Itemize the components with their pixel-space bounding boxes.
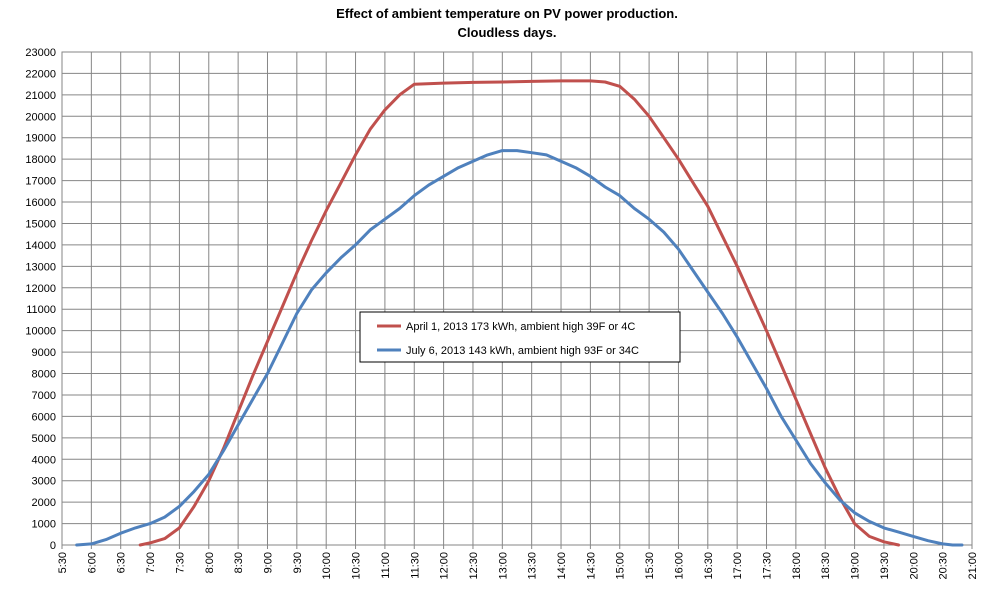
x-tick-label: 17:00 bbox=[732, 552, 744, 580]
y-tick-label: 2000 bbox=[32, 497, 56, 509]
legend-label-april: April 1, 2013 173 kWh, ambient high 39F … bbox=[406, 321, 635, 333]
series-layer bbox=[75, 79, 964, 547]
y-tick-label: 15000 bbox=[25, 218, 56, 230]
y-tick-label: 7000 bbox=[32, 390, 56, 402]
x-tick-label: 8:00 bbox=[204, 552, 216, 573]
legend: April 1, 2013 173 kWh, ambient high 39F … bbox=[359, 311, 681, 363]
x-tick-label: 19:00 bbox=[850, 552, 862, 580]
x-tick-label: 17:30 bbox=[762, 552, 774, 580]
y-tick-label: 14000 bbox=[25, 240, 56, 252]
y-tick-label: 17000 bbox=[25, 176, 56, 188]
y-tick-label: 13000 bbox=[25, 261, 56, 273]
x-tick-label: 18:00 bbox=[791, 552, 803, 580]
y-tick-label: 19000 bbox=[25, 133, 56, 145]
x-tick-label: 18:30 bbox=[820, 552, 832, 580]
y-axis-tick-labels: 0 1000 2000 3000 4000 5000 6000 7000 8000 9000 100… bbox=[25, 47, 56, 552]
y-tick-label: 3000 bbox=[32, 476, 56, 488]
x-tick-label: 9:30 bbox=[292, 552, 304, 573]
y-tick-label: 12000 bbox=[25, 283, 56, 295]
x-tick-label: 13:30 bbox=[527, 552, 539, 580]
y-tick-label: 23000 bbox=[25, 47, 56, 59]
x-tick-label: 21:00 bbox=[967, 552, 979, 580]
y-tick-label: 22000 bbox=[25, 68, 56, 80]
x-tick-label: 12:30 bbox=[468, 552, 480, 580]
y-tick-label: 16000 bbox=[25, 197, 56, 209]
x-tick-label: 20:30 bbox=[938, 552, 950, 580]
x-axis-tick-labels: 5:30 6:00 6:30 7:00 7:30 8:00 8:30 9:00 9:30 10:0… bbox=[57, 545, 979, 580]
x-tick-label: 19:30 bbox=[879, 552, 891, 580]
y-tick-label: 11000 bbox=[26, 304, 56, 316]
x-tick-label: 14:00 bbox=[556, 552, 568, 580]
y-tick-label: 5000 bbox=[32, 433, 56, 445]
x-tick-label: 6:30 bbox=[116, 552, 128, 573]
x-tick-label: 10:30 bbox=[351, 552, 363, 580]
x-tick-label: 6:00 bbox=[86, 552, 98, 573]
y-tick-label: 18000 bbox=[25, 154, 56, 166]
series-line-april-1-2013 bbox=[138, 79, 901, 547]
legend-box bbox=[359, 311, 681, 363]
x-tick-label: 15:30 bbox=[644, 552, 656, 580]
x-tick-label: 16:00 bbox=[673, 552, 685, 580]
plot-area-border bbox=[61, 51, 973, 546]
y-tick-label: 21000 bbox=[25, 90, 56, 102]
x-tick-label: 9:00 bbox=[262, 552, 274, 573]
x-tick-label: 5:30 bbox=[57, 552, 69, 573]
y-tick-label: 8000 bbox=[32, 369, 56, 381]
y-tick-label: 9000 bbox=[32, 347, 56, 359]
y-tick-label: 1000 bbox=[32, 519, 56, 531]
y-tick-label: 10000 bbox=[25, 326, 56, 338]
chart-title: Effect of ambient temperature on PV powe… bbox=[336, 6, 678, 21]
x-tick-label: 16:30 bbox=[703, 552, 715, 580]
x-tick-label: 10:00 bbox=[321, 552, 333, 580]
x-tick-label: 7:30 bbox=[174, 552, 186, 573]
x-tick-label: 15:00 bbox=[615, 552, 627, 580]
chart-subtitle: Cloudless days. bbox=[458, 25, 557, 40]
legend-label-july: July 6, 2013 143 kWh, ambient high 93F o… bbox=[406, 345, 639, 357]
y-tick-label: 20000 bbox=[25, 111, 56, 123]
x-tick-label: 11:00 bbox=[380, 552, 392, 579]
x-tick-label: 11:30 bbox=[409, 552, 421, 579]
x-tick-label: 7:00 bbox=[145, 552, 157, 573]
y-tick-label: 0 bbox=[50, 540, 56, 552]
x-tick-label: 12:00 bbox=[439, 552, 451, 580]
x-tick-label: 8:30 bbox=[233, 552, 245, 573]
x-tick-label: 14:30 bbox=[585, 552, 597, 580]
y-tick-label: 4000 bbox=[32, 454, 56, 466]
y-tick-label: 6000 bbox=[32, 411, 56, 423]
x-tick-label: 20:00 bbox=[908, 552, 920, 580]
series-line-july-6-2013 bbox=[75, 149, 964, 547]
x-tick-label: 13:00 bbox=[497, 552, 509, 580]
